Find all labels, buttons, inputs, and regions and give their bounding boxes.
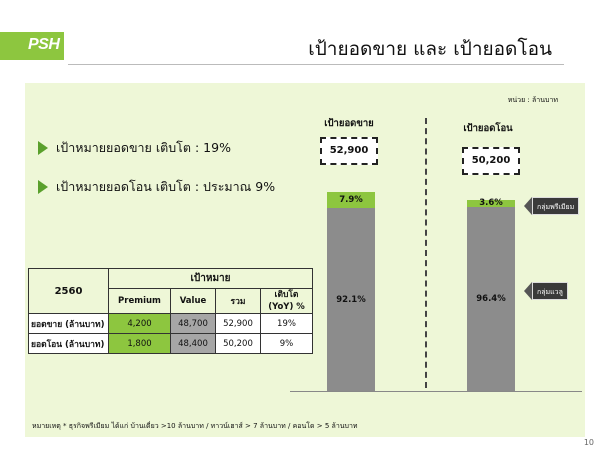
chart-axis (290, 391, 582, 392)
triangle-bullet-icon (38, 141, 48, 155)
data-label: 92.1% (336, 294, 366, 305)
table-year: 2560 (28, 268, 109, 314)
bullet-text: เป้าหมายยอดโอน เติบโต : ประมาณ 9% (56, 179, 276, 194)
table-group-header: เป้าหมาย (108, 268, 313, 289)
bullet-sales-growth: เป้าหมายยอดขาย เติบโต : 19% (38, 138, 231, 158)
col-header-growth: เติบโต (YoY) % (260, 288, 313, 314)
col-header-premium: Premium (108, 288, 171, 314)
page-number: 10 (583, 438, 594, 447)
col-header-total: รวม (214, 288, 262, 314)
cell-premium: 4,200 (108, 313, 171, 334)
cell-total: 52,900 (214, 313, 262, 334)
total-box-transfer: 50,200 (462, 147, 520, 175)
row-label: ยอดขาย (ล้านบาท) (28, 313, 109, 334)
data-label: 3.6% (479, 198, 503, 209)
bar-segment-value: 92.1% (327, 207, 375, 392)
cell-value: 48,400 (169, 333, 216, 354)
legend-callout-premium: กลุ่มพรีเมียม (524, 197, 580, 215)
triangle-bullet-icon (38, 180, 48, 194)
title-divider (68, 64, 564, 65)
category-label-transfer: เป้ายอดโอน (463, 123, 513, 134)
legend-label: กลุ่มพรีเมียม (532, 197, 580, 215)
bullet-transfer-growth: เป้าหมายยอดโอน เติบโต : ประมาณ 9% (38, 177, 275, 197)
unit-label: หน่วย : ล้านบาท (507, 96, 558, 104)
data-label: 96.4% (476, 294, 506, 305)
bullet-text: เป้าหมายยอดขาย เติบโต : 19% (56, 140, 231, 155)
cell-premium: 1,800 (108, 333, 171, 354)
callout-arrow-icon (524, 282, 532, 300)
bar-segment-premium: 7.9% (327, 192, 375, 208)
row-label: ยอดโอน (ล้านบาท) (28, 333, 109, 354)
cell-value: 48,700 (169, 313, 216, 334)
bar-sales: 7.9% 92.1% (327, 192, 375, 392)
page-title: เป้ายอดขาย และ เป้ายอดโอน (308, 38, 552, 60)
category-label-sales: เป้ายอดขาย (324, 118, 374, 129)
stacked-bar-chart: เป้ายอดขาย 52,900 เป้ายอดโอน 50,200 7.9%… (290, 110, 582, 392)
company-logo: PSH (28, 36, 60, 53)
callout-arrow-icon (524, 197, 532, 215)
cell-total: 50,200 (214, 333, 262, 354)
col-header-value: Value (169, 288, 216, 314)
bar-transfer: 3.6% 96.4% (467, 198, 515, 392)
table-row: ยอดโอน (ล้านบาท) 1,800 48,400 50,200 9% (28, 333, 313, 354)
legend-label: กลุ่มแวลู (532, 282, 568, 300)
bar-segment-value: 96.4% (467, 206, 515, 392)
bar-segment-premium: 3.6% (467, 198, 515, 209)
chart-divider (425, 118, 427, 388)
total-box-sales: 52,900 (320, 137, 378, 165)
legend-callout-value: กลุ่มแวลู (524, 282, 568, 300)
cell-growth: 9% (260, 333, 313, 354)
target-table: 2560 เป้าหมาย Premium Value รวม เติบโต (… (28, 268, 313, 354)
logo-bar (0, 32, 64, 60)
data-label: 7.9% (339, 194, 363, 205)
table-row: ยอดขาย (ล้านบาท) 4,200 48,700 52,900 19% (28, 313, 313, 334)
footnote: หมายเหตุ * ธุรกิจพรีเมียม ได้แก่ บ้านเดี… (32, 422, 358, 430)
